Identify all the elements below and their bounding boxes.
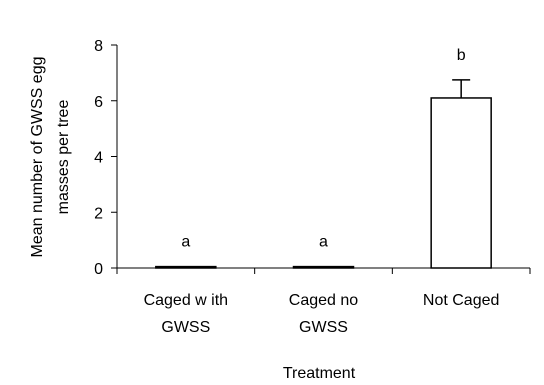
- significance-letter: a: [181, 234, 190, 251]
- x-category-label: GWSS: [299, 319, 348, 336]
- x-category-label: Caged w ith: [144, 292, 229, 309]
- y-tick-label: 2: [94, 205, 103, 222]
- bar: [155, 265, 217, 269]
- x-axis-title: Treatment: [283, 365, 356, 382]
- x-category-label: Not Caged: [423, 292, 500, 309]
- y-tick-label: 0: [94, 261, 103, 278]
- y-tick-label: 6: [94, 94, 103, 111]
- x-category-label: GWSS: [161, 319, 210, 336]
- significance-letter: b: [457, 47, 466, 64]
- y-tick-label: 4: [94, 150, 103, 167]
- y-axis-title-line-1: Mean number of GWSS egg: [29, 57, 46, 258]
- y-axis-title-line-2: masses per tree: [55, 100, 72, 215]
- y-tick-label: 8: [94, 38, 103, 55]
- bar: [430, 97, 492, 269]
- bar: [292, 265, 355, 269]
- significance-letter: a: [319, 234, 328, 251]
- x-category-label: Caged no: [289, 292, 358, 309]
